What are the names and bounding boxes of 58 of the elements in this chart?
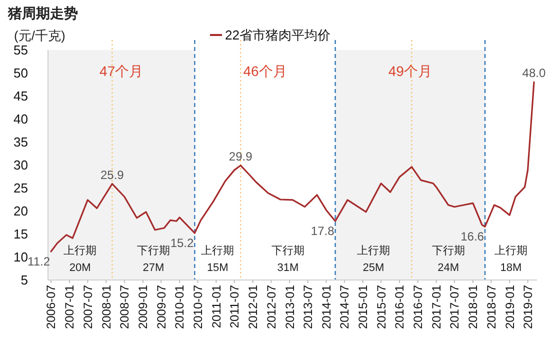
annotation: 15.2	[170, 236, 194, 250]
annotation: 下行期 24M	[432, 245, 465, 274]
annotation: 下行期 27M	[136, 245, 170, 274]
y-tick-label: 35	[14, 134, 28, 150]
y-tick-label: 25	[14, 180, 28, 196]
legend-label: 22省市猪肉平均价	[225, 28, 330, 43]
x-tick-label: 2018-07	[484, 284, 498, 330]
annotation: 29.9	[228, 149, 253, 164]
y-tick-label: 30	[14, 158, 28, 173]
y-tick-label: 55	[14, 42, 28, 58]
x-tick-label: 2008-01	[99, 284, 114, 330]
x-tick-label: 2016-01	[392, 284, 407, 330]
annotation: 下行期 31M	[271, 245, 304, 274]
x-tick-label: 2019-01	[502, 284, 517, 330]
y-tick-label: 50	[14, 66, 28, 81]
x-tick-label: 2016-07	[411, 284, 426, 330]
band-label: 47个月	[100, 63, 144, 79]
x-tick-label: 2012-07	[264, 284, 278, 330]
y-tick-label: 5	[20, 272, 28, 288]
annotation: 46个月	[243, 63, 287, 79]
x-tick-label: 2012-01	[246, 284, 260, 330]
annotation: 11.2	[28, 254, 50, 268]
x-tick-label: 2011-01	[209, 284, 224, 328]
y-tick-label: 40	[14, 112, 28, 127]
y-axis-title: (元/千克)	[14, 28, 66, 43]
x-tick-label: 2017-01	[429, 284, 444, 330]
annotation: 16.6	[460, 230, 484, 244]
x-tick-label: 2009-01	[136, 284, 150, 330]
y-tick-label: 10	[14, 250, 28, 265]
annotation: 48.0	[522, 66, 546, 80]
annotation: 上行期 15M	[201, 244, 234, 274]
chart-title: 猪周期走势	[7, 5, 78, 21]
x-tick-label: 2007-07	[80, 284, 95, 330]
y-tick-label: 15	[14, 226, 28, 242]
x-tick-label: 2006-07	[44, 284, 58, 330]
x-tick-label: 2008-07	[118, 284, 132, 330]
x-tick-label: 2010-07	[190, 284, 205, 330]
x-tick-label: 2013-01	[282, 284, 297, 330]
annotation: 上行期 18M	[494, 244, 528, 274]
annotation: 上行期 25M	[356, 244, 390, 274]
annotation: 25.9	[100, 168, 124, 182]
x-tick-label: 2007-01	[62, 284, 77, 330]
y-tick-label: 20	[14, 204, 28, 219]
x-tick-label: 2014-07	[338, 284, 352, 330]
x-tick-label: 2015-01	[356, 284, 370, 330]
x-tick-label: 2019-07	[520, 284, 535, 330]
band-label: 49个月	[388, 63, 432, 79]
x-tick-label: 2009-07	[154, 284, 168, 330]
x-tick-label: 2011-07	[228, 284, 242, 328]
x-tick-label: 2014-01	[319, 284, 334, 330]
x-tick-label: 2010-01	[172, 284, 187, 330]
annotation: 上行期 20M	[64, 244, 97, 274]
x-tick-label: 2013-07	[300, 284, 315, 330]
annotation: 17.8	[310, 224, 335, 238]
y-tick-label: 45	[14, 88, 28, 104]
x-tick-label: 2017-07	[448, 284, 462, 330]
x-tick-label: 2015-07	[374, 284, 388, 330]
x-tick-label: 2018-01	[466, 284, 480, 330]
